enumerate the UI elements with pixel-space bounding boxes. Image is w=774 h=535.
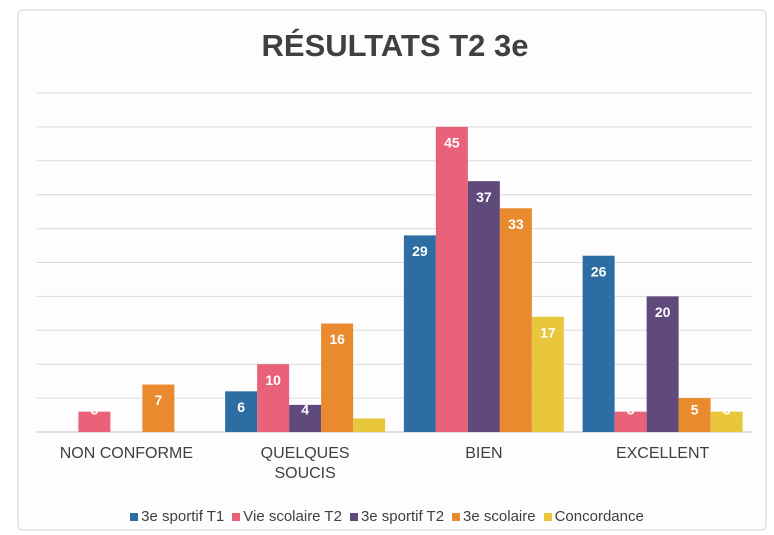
bar	[225, 391, 258, 432]
legend-item: Vie scolaire T2	[232, 508, 342, 525]
data-label: 0	[58, 402, 66, 418]
legend-item: 3e sportif T1	[130, 508, 224, 525]
legend-item: 3e scolaire	[452, 508, 536, 525]
bar	[403, 235, 436, 432]
legend-label: Vie scolaire T2	[243, 508, 342, 525]
data-label: 33	[508, 216, 524, 232]
bar	[531, 316, 564, 432]
legend-swatch	[543, 512, 552, 521]
data-label: 26	[591, 263, 607, 279]
bar	[614, 411, 647, 432]
x-tick-label: QUELQUES SOUCIS	[260, 445, 350, 482]
data-label: 2	[365, 402, 373, 418]
data-label: 16	[329, 331, 345, 347]
legend-label: 3e sportif T1	[141, 508, 225, 525]
data-label: 17	[540, 324, 556, 340]
data-label: 4	[301, 402, 309, 418]
legend-label: Concordance	[554, 508, 644, 525]
bar	[257, 364, 290, 432]
data-label: 0	[122, 402, 130, 418]
legend-swatch	[452, 512, 461, 521]
legend-swatch	[232, 512, 241, 521]
data-label: 0	[186, 402, 194, 418]
x-tick-label: EXCELLENT	[615, 445, 710, 462]
data-label: 3	[627, 402, 635, 418]
legend-label: 3e scolaire	[463, 508, 536, 525]
data-label: 3	[90, 402, 98, 418]
bar	[499, 208, 532, 432]
bar	[78, 411, 111, 432]
data-label: 5	[691, 402, 699, 418]
x-tick-label: NON CONFORME	[59, 445, 194, 462]
bar	[142, 384, 175, 432]
bar	[321, 323, 354, 432]
data-label: 20	[655, 304, 671, 320]
bar	[353, 418, 386, 432]
bar	[289, 404, 322, 432]
data-label: 29	[412, 243, 428, 259]
chart-title: RÉSULTATS T2 3e	[262, 28, 529, 63]
x-tick-label: BIEN	[465, 445, 503, 462]
bar	[646, 296, 679, 432]
legend-swatch	[349, 512, 358, 521]
bar	[678, 398, 711, 432]
bar	[582, 255, 615, 432]
data-label: 6	[237, 399, 245, 415]
data-label: 10	[265, 372, 281, 388]
data-label: 37	[476, 189, 492, 205]
chart-frame	[17, 9, 767, 531]
bar	[710, 411, 743, 432]
bar	[435, 126, 468, 433]
data-label: 3	[723, 402, 731, 418]
legend-label: 3e sportif T2	[360, 508, 445, 525]
legend-item: 3e sportif T2	[349, 508, 445, 525]
data-label: 45	[444, 135, 460, 151]
legend: 3e sportif T1 Vie scolaire T2 3e sportif T…	[0, 508, 774, 525]
data-label: 7	[154, 392, 162, 408]
legend-swatch	[130, 512, 139, 521]
legend-item: Concordance	[543, 508, 644, 525]
bar	[467, 181, 500, 432]
